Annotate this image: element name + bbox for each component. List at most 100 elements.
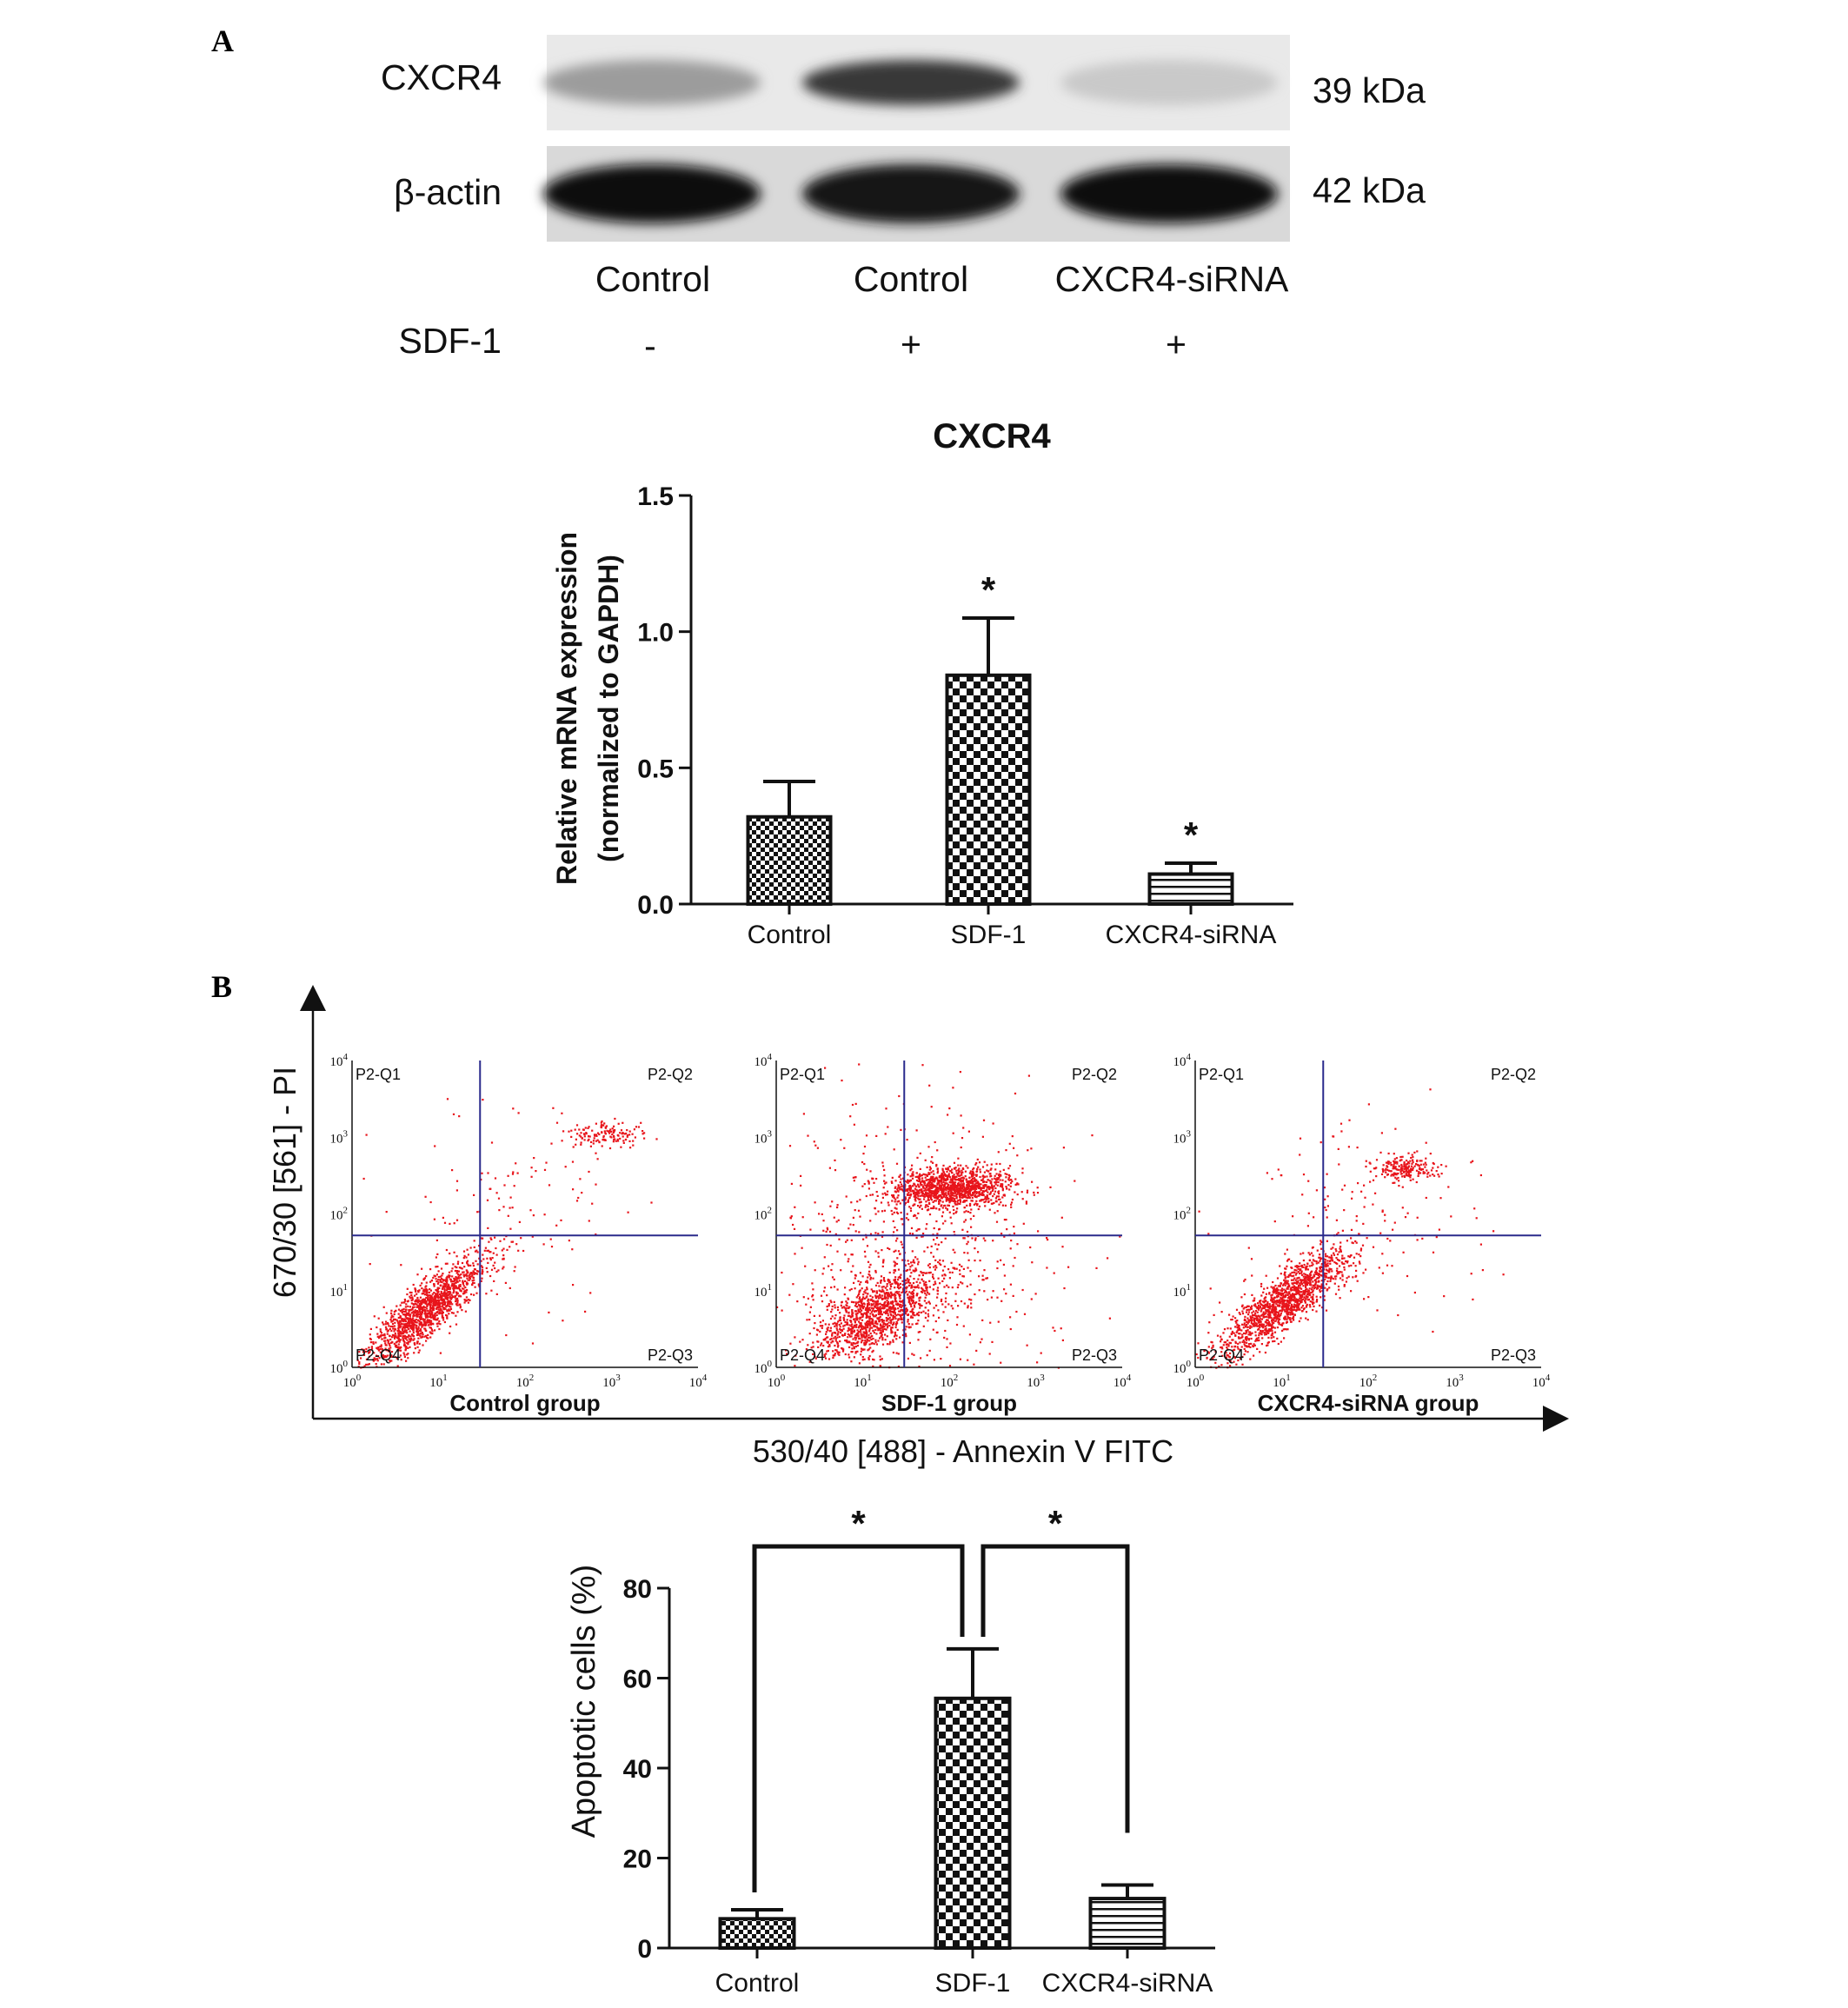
y-log-tick-label: 102 <box>330 1206 349 1223</box>
y-log-tick-label: 100 <box>330 1359 349 1376</box>
group-label: SDF-1 group <box>881 1390 1017 1416</box>
y-axis-label-line-1: Relative mRNA expression <box>551 532 582 885</box>
bar-control <box>718 1917 796 1951</box>
y-axis-label: Apoptotic cells (%) <box>566 1565 602 1838</box>
treatment-label: SDF-1 <box>399 321 502 361</box>
x-log-tick-label: 102 <box>1359 1373 1378 1390</box>
x-log-tick-label: 101 <box>1273 1373 1291 1390</box>
quadrant-label-p2-q1: P2-Q1 <box>356 1066 401 1083</box>
y-log-tick-label: 101 <box>754 1282 773 1300</box>
y-log-tick-label: 102 <box>1173 1206 1192 1223</box>
x-log-tick-label: 103 <box>1446 1373 1464 1390</box>
quadrant-label-p2-q2: P2-Q2 <box>1072 1066 1117 1083</box>
quadrant-label-p2-q2: P2-Q2 <box>648 1066 693 1083</box>
flow-y-axis-label: 670/30 [561] - PI <box>267 1067 302 1298</box>
quadrant-label-p2-q3: P2-Q3 <box>1491 1346 1536 1364</box>
y-tick-label: 80 <box>623 1575 652 1604</box>
y-tick-label: 1.5 <box>637 482 674 511</box>
x-log-tick-label: 103 <box>602 1373 621 1390</box>
x-log-tick-label: 101 <box>429 1373 448 1390</box>
event-dots <box>1195 1088 1505 1369</box>
x-tick-label: CXCR4-siRNA <box>1042 1969 1213 1998</box>
treatment-sign-1: - <box>644 326 656 366</box>
y-log-tick-label: 103 <box>754 1128 773 1146</box>
blot-band-actin-lane-1 <box>543 164 761 223</box>
mrna-bar-chart: CXCR4 Relative mRNA expression (normaliz… <box>551 417 1293 949</box>
y-tick-label: 20 <box>623 1845 652 1874</box>
x-log-tick-label: 104 <box>1113 1373 1132 1390</box>
bar-cxcr4-sirna <box>1147 872 1234 906</box>
lane-label-2: Control <box>854 259 968 299</box>
quadrant-label-p2-q4: P2-Q4 <box>356 1346 401 1364</box>
bar-control <box>746 815 833 907</box>
quadrant-label-p2-q3: P2-Q3 <box>1072 1346 1117 1364</box>
x-log-tick-label: 102 <box>516 1373 535 1390</box>
flow-x-axis-label: 530/40 [488] - Annexin V FITC <box>753 1433 1173 1469</box>
blot-band-cxcr4-lane-2 <box>802 60 1020 105</box>
lane-label-1: Control <box>595 259 710 299</box>
quadrant-label-p2-q3: P2-Q3 <box>648 1346 693 1364</box>
quadrant-label-p2-q1: P2-Q1 <box>780 1066 825 1083</box>
y-tick-label: 40 <box>623 1755 652 1784</box>
x-tick-label: SDF-1 <box>951 921 1027 949</box>
y-log-tick-label: 100 <box>754 1359 773 1376</box>
y-log-tick-label: 100 <box>1173 1359 1192 1376</box>
size-label-cxcr4: 39 kDa <box>1313 70 1426 110</box>
y-log-tick-label: 102 <box>754 1206 773 1223</box>
protein-label-actin: β-actin <box>394 172 502 212</box>
quadrant-label-p2-q4: P2-Q4 <box>780 1346 825 1364</box>
group-label: Control group <box>449 1390 600 1416</box>
y-log-tick-label: 103 <box>330 1128 349 1146</box>
y-log-tick-label: 103 <box>1173 1128 1192 1146</box>
flow-cytometry: 670/30 [561] - PI 530/40 [488] - Annexin… <box>267 985 1569 1469</box>
blot-band-actin-lane-2 <box>802 164 1020 223</box>
y-tick-label: 1.0 <box>637 619 674 648</box>
x-log-tick-label: 100 <box>343 1373 362 1390</box>
blot-band-cxcr4-lane-3 <box>1060 60 1278 105</box>
x-tick-label: Control <box>715 1969 800 1998</box>
treatment-sign-3: + <box>1166 324 1187 364</box>
bar-cxcr4-sirna <box>1088 1897 1167 1950</box>
bar-sdf-1 <box>934 1696 1012 1950</box>
comparison-bracket <box>981 1544 1130 1833</box>
treatment-sign-2: + <box>901 324 921 364</box>
significance-marker: * <box>1184 815 1199 855</box>
y-log-tick-label: 104 <box>754 1052 773 1069</box>
y-log-tick-label: 104 <box>330 1052 349 1069</box>
x-log-tick-label: 100 <box>1187 1373 1205 1390</box>
x-log-tick-label: 104 <box>689 1373 708 1390</box>
apoptosis-bar-chart: Apoptotic cells (%) 0 20 40 60 80 Control SDF-… <box>566 1503 1215 1998</box>
y-tick-label: 60 <box>623 1666 652 1694</box>
quadrant-label-p2-q1: P2-Q1 <box>1199 1066 1244 1083</box>
western-blot: CXCR4 β-actin 39 kDa 42 kDa Control Cont… <box>381 35 1426 366</box>
quadrant-label-p2-q2: P2-Q2 <box>1491 1066 1536 1083</box>
y-tick-label: 0 <box>637 1935 652 1964</box>
significance-marker: * <box>981 569 996 610</box>
bar-sdf-1 <box>945 673 1032 906</box>
y-axis-label-line-2: (normalized to GAPDH) <box>593 555 624 862</box>
x-tick-label: Control <box>748 921 832 949</box>
lane-label-3: CXCR4-siRNA <box>1055 259 1289 299</box>
comparison-significance: * <box>851 1503 866 1544</box>
blot-band-actin-lane-3 <box>1060 164 1278 223</box>
x-tick-label: CXCR4-siRNA <box>1106 921 1277 949</box>
event-dots <box>776 1063 1121 1369</box>
size-label-actin: 42 kDa <box>1313 170 1426 210</box>
x-log-tick-label: 104 <box>1532 1373 1551 1390</box>
y-log-tick-label: 101 <box>1173 1282 1192 1300</box>
y-log-tick-label: 101 <box>330 1282 349 1300</box>
x-log-tick-label: 100 <box>768 1373 786 1390</box>
panel-label-b: B <box>211 969 232 1004</box>
x-log-tick-label: 103 <box>1027 1373 1045 1390</box>
comparison-significance: * <box>1048 1503 1063 1544</box>
y-tick-label: 0.0 <box>637 891 674 920</box>
group-label: CXCR4-siRNA group <box>1258 1390 1479 1416</box>
x-tick-label: SDF-1 <box>935 1969 1011 1998</box>
y-log-tick-label: 104 <box>1173 1052 1192 1069</box>
quadrant-label-p2-q4: P2-Q4 <box>1199 1346 1244 1364</box>
blot-band-cxcr4-lane-1 <box>543 60 761 105</box>
